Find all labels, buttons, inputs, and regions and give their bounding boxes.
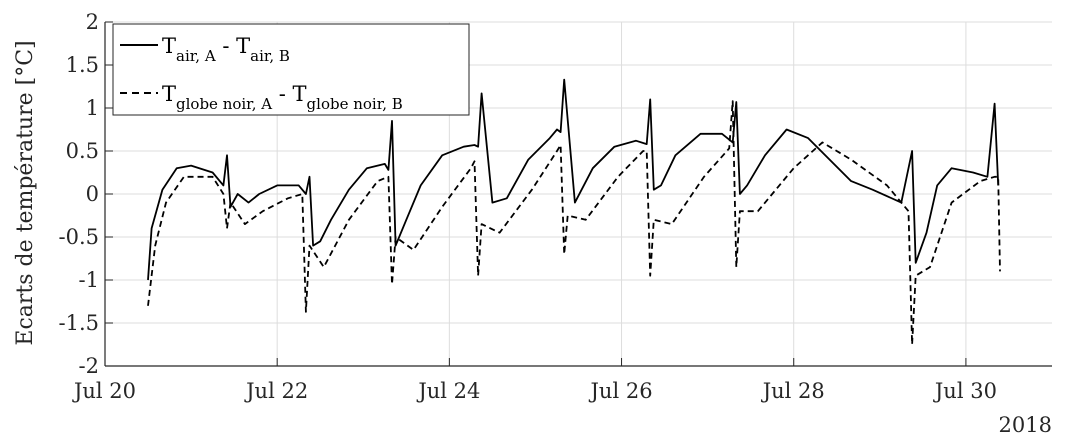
axes: [104, 21, 1052, 367]
legend: Tair, A - Tair, B Tglobe noir, A - Tglob…: [112, 23, 470, 116]
y-tick-label: 1: [86, 96, 99, 120]
y-tick-label: -1: [79, 268, 99, 292]
y-tick-label: 2: [86, 10, 99, 34]
legend-label-air: Tair, A - Tair, B: [162, 34, 290, 65]
series-line-air: [147, 78, 1000, 281]
series-layer: [147, 78, 1001, 346]
x-tick-label: Jul 24: [416, 379, 480, 403]
y-axis-label: Ecarts de température [°C]: [13, 40, 38, 345]
grid: [104, 21, 1052, 367]
legend-box: [112, 23, 470, 116]
legend-entry-globe: Tglobe noir, A - Tglobe noir, B: [120, 82, 403, 113]
y-tick-label: -2: [79, 354, 99, 378]
x-axis-year-label: 2018: [999, 413, 1052, 437]
x-tick-label: Jul 20: [72, 379, 136, 403]
y-tick-label: -1.5: [59, 311, 100, 335]
y-tick-label: 1.5: [66, 53, 99, 77]
series-line-globe: [147, 100, 1001, 346]
tick-labels: Jul 20 Jul 22 Jul 24 Jul 26 Jul 28 Jul 30 2 1.5…: [59, 10, 997, 403]
y-tick-label: 0.5: [66, 139, 99, 163]
y-tick-label: -0.5: [59, 225, 100, 249]
x-tick-label: Jul 26: [589, 379, 653, 403]
legend-entry-air: Tair, A - Tair, B: [120, 34, 290, 65]
x-tick-label: Jul 22: [244, 379, 308, 403]
x-tick-label: Jul 30: [933, 379, 997, 403]
y-tick-label: 0: [86, 182, 99, 206]
x-tick-label: Jul 28: [761, 379, 825, 403]
legend-label-globe: Tglobe noir, A - Tglobe noir, B: [162, 82, 403, 113]
